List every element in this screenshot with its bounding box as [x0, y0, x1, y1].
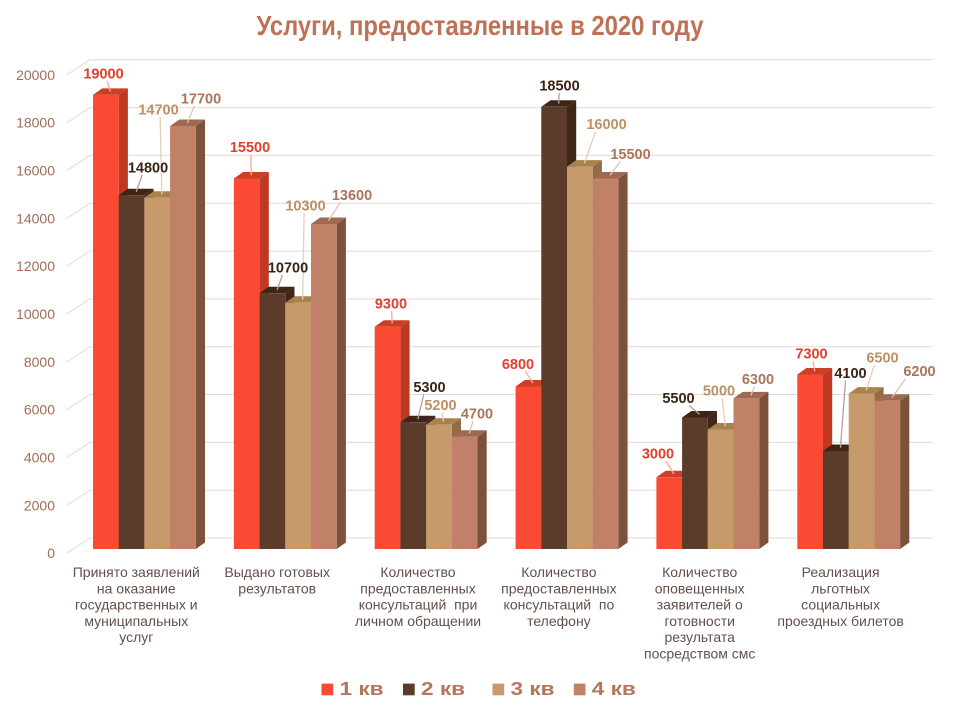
svg-text:Услуги, предоставленные в 2020: Услуги, предоставленные в 2020 году: [257, 10, 704, 41]
svg-text:6300: 6300: [742, 372, 774, 388]
svg-text:Количество: Количество: [521, 564, 596, 580]
svg-text:2000: 2000: [24, 497, 55, 513]
svg-text:5500: 5500: [662, 391, 694, 407]
svg-text:15500: 15500: [230, 140, 270, 156]
svg-text:14700: 14700: [138, 103, 178, 119]
svg-text:услуг: услуг: [119, 629, 153, 645]
svg-text:муниципальных: муниципальных: [84, 613, 188, 629]
svg-text:14000: 14000: [16, 210, 55, 226]
svg-text:4 кв: 4 кв: [592, 678, 636, 699]
svg-text:6800: 6800: [502, 357, 534, 373]
svg-text:17700: 17700: [181, 92, 221, 108]
svg-text:16000: 16000: [586, 117, 626, 133]
svg-text:2 кв: 2 кв: [421, 678, 465, 699]
svg-text:Количество: Количество: [380, 564, 455, 580]
svg-text:20000: 20000: [16, 67, 55, 83]
svg-text:Реализация: Реализация: [802, 564, 880, 580]
svg-text:Количество: Количество: [662, 564, 737, 580]
svg-text:15500: 15500: [610, 147, 650, 163]
svg-text:социальных: социальных: [801, 597, 880, 613]
svg-text:оповещенных: оповещенных: [655, 580, 745, 596]
svg-text:результатов: результатов: [238, 580, 316, 596]
svg-text:3 кв: 3 кв: [511, 678, 555, 699]
svg-text:12000: 12000: [16, 258, 55, 274]
svg-text:посредством смс: посредством смс: [644, 646, 755, 662]
svg-text:6500: 6500: [866, 351, 898, 367]
svg-text:4000: 4000: [24, 450, 55, 466]
svg-text:14800: 14800: [128, 161, 168, 177]
svg-text:4100: 4100: [834, 366, 866, 382]
svg-text:3000: 3000: [642, 447, 674, 463]
svg-text:результата: результата: [665, 629, 736, 645]
svg-text:Принято заявлений: Принято заявлений: [73, 564, 200, 580]
svg-text:18500: 18500: [539, 79, 579, 95]
svg-text:льготных: льготных: [811, 580, 870, 596]
svg-text:10700: 10700: [268, 261, 308, 277]
svg-text:4700: 4700: [461, 407, 493, 423]
svg-text:готовности: готовности: [664, 613, 735, 629]
svg-text:предоставленных: предоставленных: [501, 580, 616, 596]
svg-text:государственных и: государственных и: [75, 597, 198, 613]
svg-text:16000: 16000: [16, 163, 55, 179]
svg-text:18000: 18000: [16, 115, 55, 131]
svg-text:19000: 19000: [83, 67, 123, 83]
svg-text:7300: 7300: [795, 347, 827, 363]
svg-text:личном обращении: личном обращении: [355, 613, 481, 629]
svg-text:6000: 6000: [24, 402, 55, 418]
svg-text:консультаций по: консультаций по: [504, 597, 615, 613]
svg-text:5000: 5000: [703, 384, 735, 400]
svg-text:5200: 5200: [424, 398, 456, 414]
svg-text:заявителей о: заявителей о: [657, 597, 743, 613]
svg-text:1 кв: 1 кв: [340, 678, 384, 699]
svg-text:телефону: телефону: [527, 613, 591, 629]
svg-text:5300: 5300: [413, 380, 445, 396]
svg-text:13600: 13600: [332, 188, 372, 204]
svg-text:6200: 6200: [903, 364, 935, 380]
svg-text:на оказание: на оказание: [97, 580, 176, 596]
svg-text:10000: 10000: [16, 306, 55, 322]
svg-text:9300: 9300: [375, 297, 407, 313]
svg-text:предоставленных: предоставленных: [360, 580, 475, 596]
svg-text:проездных билетов: проездных билетов: [777, 613, 903, 629]
svg-text:0: 0: [47, 545, 55, 561]
svg-text:Выдано готовых: Выдано готовых: [224, 564, 330, 580]
svg-text:10300: 10300: [285, 199, 325, 215]
svg-text:8000: 8000: [24, 354, 55, 370]
svg-text:консультаций при: консультаций при: [359, 597, 478, 613]
